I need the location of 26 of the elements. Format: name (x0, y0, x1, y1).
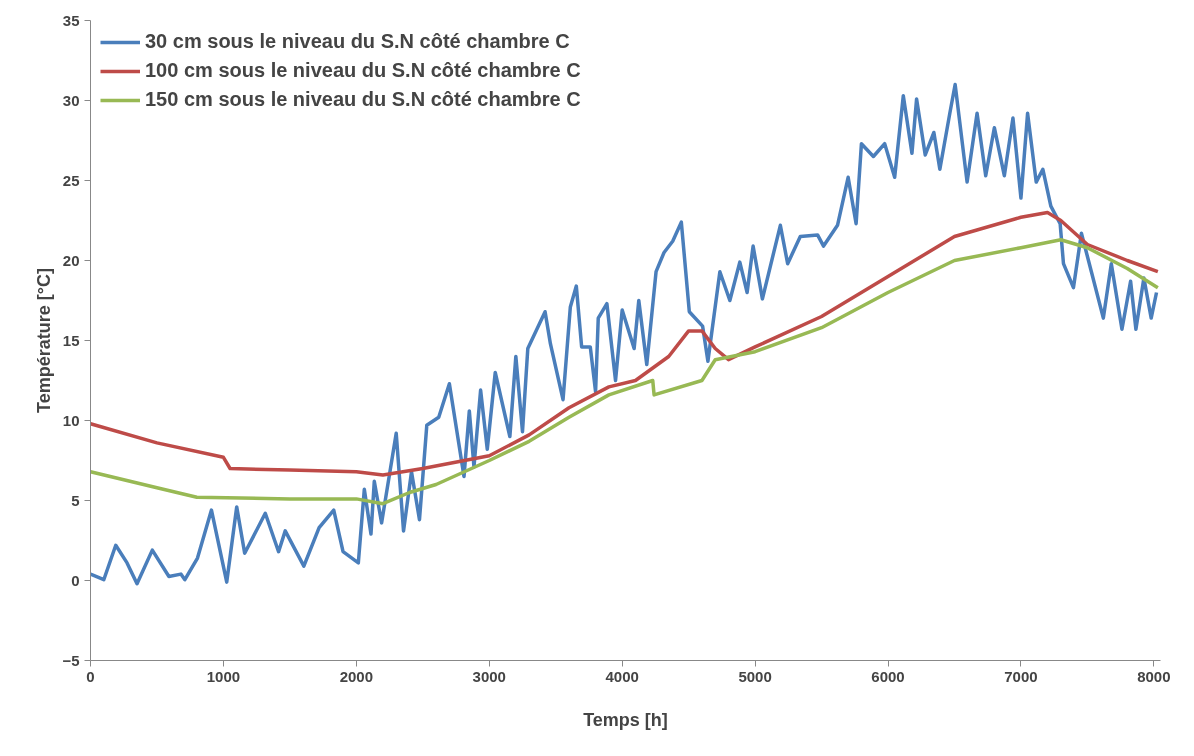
y-tick-label: 10 (62, 411, 80, 429)
x-tick-label: 3000 (472, 667, 506, 685)
y-tick-label: 30 (62, 91, 80, 109)
y-axis-title: Température [°C] (34, 268, 55, 413)
x-tick-label: 6000 (871, 667, 905, 685)
legend-label: 30 cm sous le niveau du S.N côté chambre C (145, 30, 570, 53)
x-tick-label: 1000 (206, 667, 241, 685)
x-tick-label: 0 (86, 667, 95, 685)
y-tick-label: 35 (62, 11, 80, 29)
y-tick-label: 20 (62, 251, 80, 269)
x-tick-label: 5000 (738, 667, 772, 685)
y-tick-label: 25 (62, 171, 80, 189)
y-tick-label: −5 (62, 651, 80, 669)
line-series (90, 237, 1160, 506)
x-tick-label: 8000 (1137, 667, 1171, 685)
x-tick-label: 2000 (339, 667, 374, 685)
line-series (90, 82, 1159, 586)
x-tick-label: 4000 (605, 667, 639, 685)
x-tick-label: 7000 (1004, 667, 1038, 685)
x-axis-title: Temps [h] (583, 709, 668, 730)
line-series (90, 210, 1160, 477)
y-tick-label: 15 (62, 331, 80, 349)
legend-label: 100 cm sous le niveau du S.N côté chambre C (145, 59, 581, 82)
y-tick-label: 5 (71, 491, 80, 509)
legend-label: 150 cm sous le niveau du S.N côté chambre C (145, 88, 581, 111)
y-tick-label: 0 (71, 571, 80, 589)
